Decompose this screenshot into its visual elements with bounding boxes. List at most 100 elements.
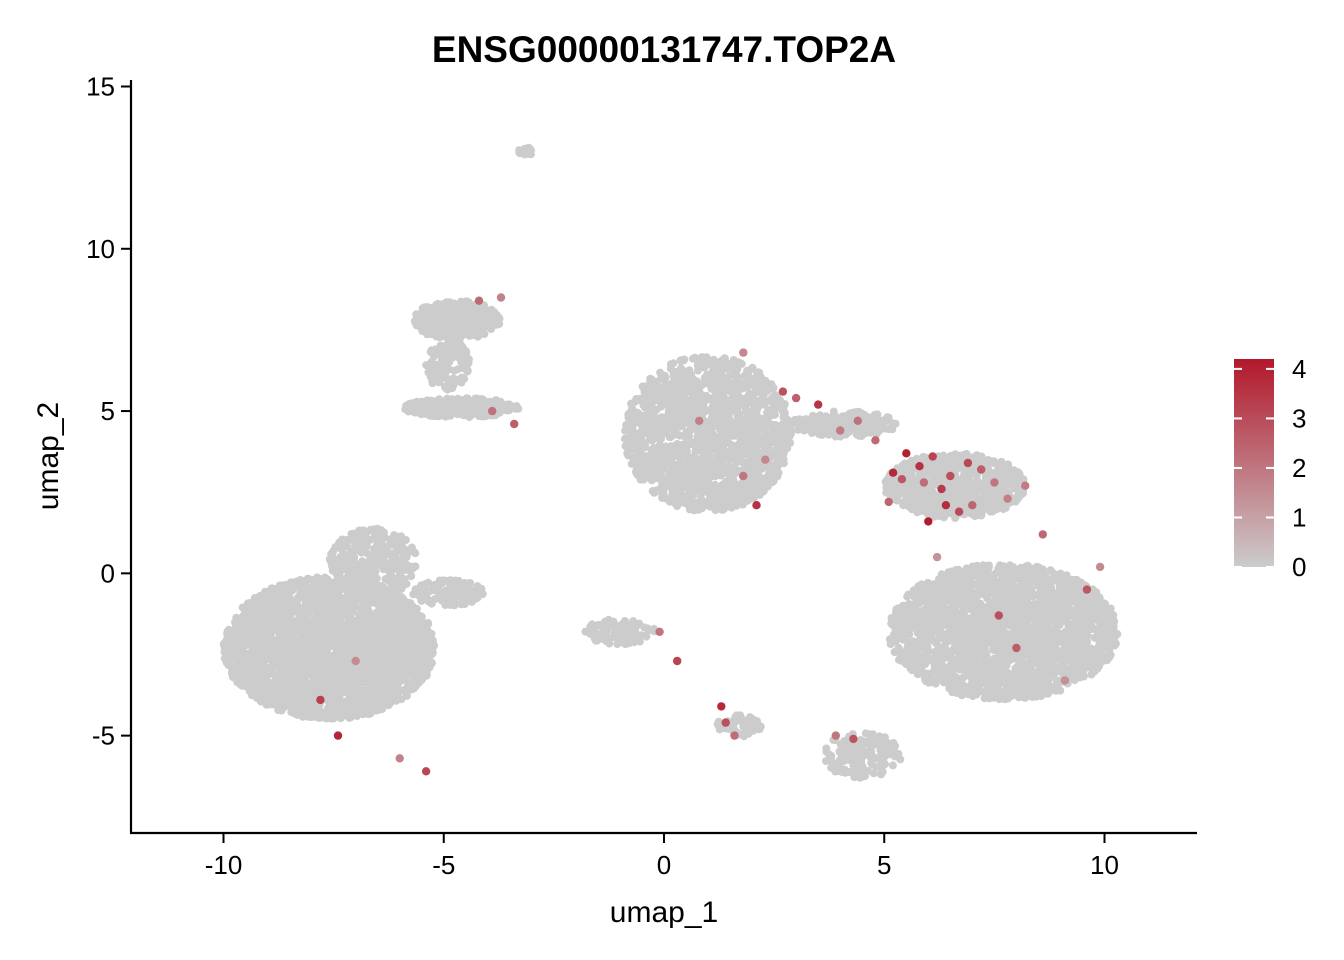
cell-point bbox=[392, 588, 401, 597]
cell-point bbox=[391, 644, 400, 653]
cell-point bbox=[262, 634, 271, 642]
cell-point bbox=[339, 565, 348, 574]
cell-point bbox=[384, 550, 393, 559]
cell-point bbox=[365, 566, 374, 575]
cell-point bbox=[352, 577, 361, 586]
cell-point bbox=[274, 706, 283, 715]
cell-point bbox=[325, 603, 334, 612]
cell-point bbox=[361, 606, 370, 615]
cell-point bbox=[634, 409, 643, 418]
cell-point bbox=[462, 318, 471, 327]
cell-point bbox=[223, 627, 232, 636]
cell-point bbox=[506, 401, 515, 410]
cell-point bbox=[441, 365, 450, 374]
cell-point bbox=[338, 711, 347, 720]
cell-point bbox=[300, 606, 309, 615]
cell-point bbox=[388, 696, 397, 705]
cell-point bbox=[334, 646, 343, 655]
cell-point bbox=[232, 672, 241, 681]
cell-point bbox=[262, 619, 271, 628]
cell-point bbox=[426, 596, 435, 605]
cell-point bbox=[458, 351, 467, 360]
cell-point bbox=[336, 634, 345, 643]
cell-point bbox=[302, 697, 311, 706]
cell-point bbox=[412, 667, 421, 676]
cell-point bbox=[311, 621, 320, 630]
cluster-left-upper bbox=[410, 297, 504, 344]
cell-point bbox=[299, 675, 308, 684]
cell-point bbox=[459, 329, 468, 338]
cell-point bbox=[380, 589, 389, 598]
cell-point bbox=[454, 317, 462, 326]
cell-point bbox=[377, 526, 386, 535]
cell-point bbox=[377, 541, 386, 550]
cell-point bbox=[352, 647, 360, 656]
cell-point bbox=[489, 317, 498, 326]
cell-point bbox=[453, 365, 462, 374]
cell-point bbox=[384, 677, 393, 686]
cell-point bbox=[457, 410, 466, 419]
cell-point bbox=[345, 664, 354, 673]
cluster-left-mid bbox=[401, 394, 523, 421]
cell-point bbox=[259, 603, 268, 612]
cell-point bbox=[477, 586, 486, 595]
cell-point bbox=[250, 608, 259, 617]
cell-point bbox=[358, 627, 366, 636]
cluster-left-upper-neck bbox=[422, 336, 473, 394]
cell-point bbox=[300, 688, 309, 697]
cell-point bbox=[264, 590, 273, 599]
cell-point bbox=[270, 689, 279, 698]
cluster-left-tail bbox=[409, 576, 487, 610]
cell-point bbox=[772, 398, 781, 407]
cell-point bbox=[423, 648, 432, 657]
cell-point bbox=[438, 345, 447, 354]
cell-point bbox=[474, 328, 483, 337]
cell-point bbox=[487, 325, 496, 333]
cell-point bbox=[329, 547, 338, 555]
cell-point bbox=[427, 397, 436, 406]
cell-point bbox=[347, 588, 356, 597]
cell-point bbox=[353, 546, 362, 555]
cell-point bbox=[423, 303, 432, 312]
cell-point bbox=[349, 564, 358, 573]
cell-point bbox=[463, 366, 472, 375]
cell-point bbox=[638, 441, 647, 450]
cell-point bbox=[380, 669, 389, 678]
cell-point bbox=[225, 642, 234, 651]
cell-point bbox=[491, 396, 500, 405]
cell-point bbox=[347, 617, 356, 626]
cell-point bbox=[398, 654, 407, 663]
cell-point bbox=[371, 548, 380, 557]
cell-point bbox=[329, 616, 338, 625]
cell-point bbox=[303, 574, 312, 583]
cell-point bbox=[449, 578, 458, 587]
cell-point bbox=[441, 594, 450, 603]
cell-point bbox=[372, 594, 381, 603]
cell-point bbox=[379, 642, 388, 651]
cell-point bbox=[364, 577, 372, 586]
cell-point bbox=[253, 628, 262, 637]
points-layer bbox=[219, 143, 1122, 782]
cell-point bbox=[429, 583, 438, 592]
cell-point bbox=[392, 676, 401, 685]
cell-point bbox=[383, 559, 392, 568]
cell-point bbox=[258, 657, 267, 666]
cell-point bbox=[289, 695, 298, 704]
cell-point bbox=[287, 681, 296, 690]
cell-point bbox=[402, 691, 411, 700]
cell-point bbox=[418, 316, 427, 325]
cell-point bbox=[449, 400, 458, 409]
cell-point bbox=[419, 633, 428, 642]
cell-point bbox=[658, 489, 667, 498]
cell-point bbox=[362, 527, 371, 536]
cell-point bbox=[309, 629, 318, 638]
cell-point bbox=[443, 374, 452, 383]
cell-point bbox=[243, 649, 252, 658]
cell-point bbox=[760, 432, 769, 441]
cell-point bbox=[295, 667, 304, 676]
cell-point bbox=[401, 405, 410, 414]
cell-point bbox=[404, 598, 413, 607]
cell-point bbox=[476, 400, 485, 409]
cell-point bbox=[289, 659, 298, 668]
